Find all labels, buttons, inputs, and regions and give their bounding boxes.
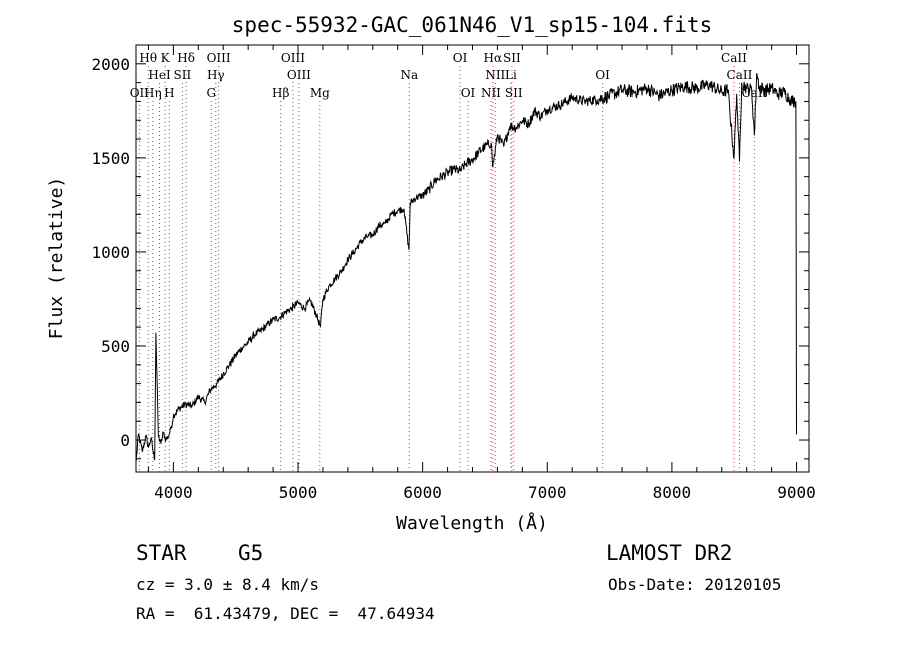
y-tick-label: 500 bbox=[101, 337, 130, 356]
subclass-label: G5 bbox=[238, 541, 264, 565]
x-tick-label: 5000 bbox=[279, 483, 318, 502]
spectral-line-label: OII bbox=[130, 86, 150, 100]
spectral-line-label: NII bbox=[485, 68, 505, 82]
spectral-line-label: OIII bbox=[207, 51, 231, 65]
spectrum-series-line bbox=[135, 73, 797, 463]
spectral-line-label: Hδ bbox=[177, 51, 195, 65]
y-tick-label: 2000 bbox=[91, 55, 130, 74]
spectral-line-label: NII bbox=[481, 86, 501, 100]
spectral-line-label: Li bbox=[505, 68, 517, 82]
spectral-line-label: OIII bbox=[287, 68, 311, 82]
spectral-line-label: Mg bbox=[310, 86, 330, 100]
y-axis-ticks: 0 500 1000 1500 2000 bbox=[91, 44, 809, 460]
y-tick-label: 1000 bbox=[91, 243, 130, 262]
spectral-line-label: G bbox=[206, 86, 216, 100]
x-tick-label: 9000 bbox=[777, 483, 816, 502]
spectral-line-label: HeI bbox=[148, 68, 171, 82]
spectral-line-label: Hγ bbox=[207, 68, 225, 82]
spectral-line-label: SII bbox=[505, 86, 523, 100]
plot-frame bbox=[135, 44, 810, 473]
y-axis-label: Flux (relative) bbox=[46, 177, 67, 340]
x-tick-label: 8000 bbox=[653, 483, 692, 502]
spectral-line-label: OI bbox=[461, 86, 476, 100]
spectral-line-label: Hβ bbox=[272, 86, 289, 100]
obs-date-value: Obs-Date: 20120105 bbox=[608, 575, 782, 594]
spectral-line-label: CaII bbox=[727, 68, 753, 82]
y-tick-label: 0 bbox=[120, 431, 130, 450]
spectral-line-label: CaII bbox=[721, 51, 747, 65]
spectral-line-label: SII bbox=[174, 68, 192, 82]
spectral-line-label: K bbox=[161, 51, 171, 65]
x-tick-label: 7000 bbox=[528, 483, 567, 502]
spectral-line-label: OI bbox=[595, 68, 610, 82]
spectral-line-label: H bbox=[164, 86, 174, 100]
redshift-value: cz = 3.0 ± 8.4 km/s bbox=[136, 575, 320, 594]
spectral-line-label: OI bbox=[453, 51, 468, 65]
class-label: STAR bbox=[136, 541, 187, 565]
coordinates-value: RA = 61.43479, DEC = 47.64934 bbox=[136, 604, 435, 623]
y-tick-label: 1500 bbox=[91, 149, 130, 168]
spectral-line-label: Hα bbox=[484, 51, 503, 65]
spectral-line-label: Hη bbox=[144, 86, 162, 100]
x-tick-label: 6000 bbox=[403, 483, 442, 502]
x-axis-label: Wavelength (Å) bbox=[396, 512, 548, 534]
spectral-line-label: Hθ bbox=[139, 51, 157, 65]
x-tick-label: 4000 bbox=[154, 483, 193, 502]
spectral-line-label: Na bbox=[400, 68, 418, 82]
chart-title: spec-55932-GAC_061N46_V1_sp15-104.fits bbox=[232, 13, 712, 37]
spectral-line-label: OIII bbox=[281, 51, 305, 65]
x-axis-ticks: 4000 5000 6000 7000 8000 9000 bbox=[147, 45, 816, 502]
survey-label: LAMOST DR2 bbox=[606, 541, 733, 565]
spectral-line-label: SII bbox=[503, 51, 521, 65]
